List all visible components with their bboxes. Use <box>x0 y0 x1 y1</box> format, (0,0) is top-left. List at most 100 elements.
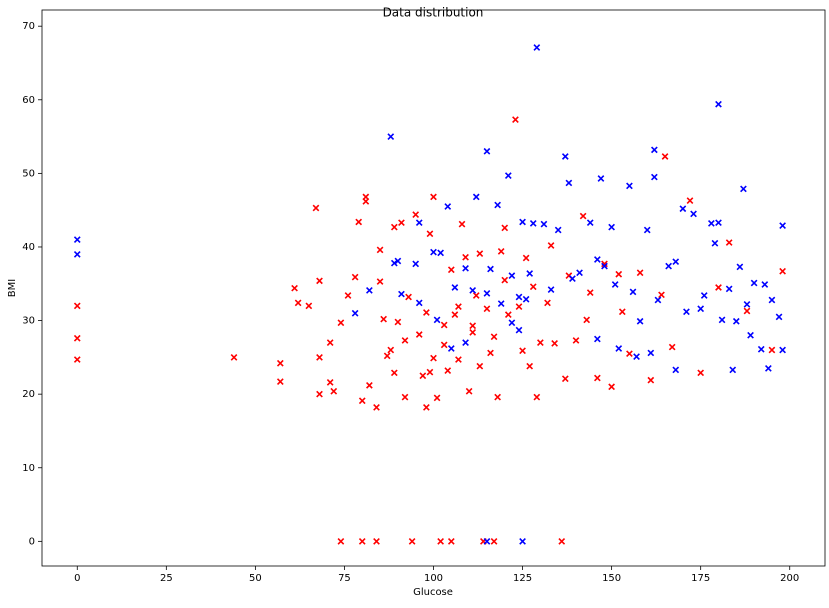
scatter-point <box>547 286 555 294</box>
scatter-point <box>725 285 733 293</box>
scatter-point <box>405 293 412 301</box>
scatter-point <box>426 230 434 238</box>
y-tick-label: 60 <box>22 95 35 106</box>
scatter-point <box>476 362 484 370</box>
scatter-point <box>383 352 391 360</box>
scatter-point <box>679 205 687 213</box>
scatter-point <box>707 220 715 227</box>
scatter-point <box>390 259 398 267</box>
scatter-point <box>337 537 345 545</box>
scatter-point <box>729 366 737 374</box>
x-tick-label: 150 <box>602 573 621 584</box>
scatter-point <box>430 354 437 362</box>
scatter-point <box>597 175 605 182</box>
scatter-point <box>779 346 786 354</box>
scatter-point <box>312 204 320 212</box>
scatter-point <box>447 266 455 274</box>
scatter-point <box>316 277 323 285</box>
scatter-point <box>775 313 783 321</box>
scatter-point <box>415 219 423 227</box>
x-tick-label: 200 <box>780 573 799 584</box>
scatter-point <box>740 185 747 193</box>
scatter-point <box>316 353 323 361</box>
scatter-point <box>594 374 601 382</box>
x-tick-label: 25 <box>160 573 173 584</box>
scatter-point <box>440 321 448 329</box>
scatter-point <box>351 273 359 281</box>
y-tick-label: 50 <box>22 168 35 179</box>
scatter-point <box>462 264 469 272</box>
scatter-point <box>415 299 423 307</box>
scatter-point <box>326 339 334 347</box>
scatter-point <box>718 316 726 324</box>
scatter-point <box>715 219 722 227</box>
scatter-point <box>444 367 452 374</box>
scatter-point <box>519 537 526 545</box>
scatter-point <box>594 335 601 343</box>
scatter-point <box>629 288 637 296</box>
scatter-point <box>608 383 615 391</box>
scatter-point <box>294 299 302 307</box>
scatter-point <box>750 279 758 287</box>
scatter-point <box>455 356 462 363</box>
scatter-point <box>401 393 409 401</box>
scatter-point <box>73 236 81 243</box>
scatter-point <box>736 263 744 271</box>
scatter-point <box>608 223 615 231</box>
scatter-point <box>412 260 420 268</box>
scatter-point <box>626 350 633 358</box>
chart-title: Data distribution <box>383 6 484 20</box>
scatter-point <box>647 349 655 357</box>
scatter-point <box>515 326 523 334</box>
scatter-point <box>626 182 633 190</box>
scatter-point <box>472 193 480 201</box>
scatter-point <box>351 309 359 317</box>
x-tick-label: 125 <box>513 573 532 584</box>
scatter-point <box>437 537 444 545</box>
scatter-point <box>483 147 491 155</box>
scatter-point <box>633 353 640 360</box>
scatter-point <box>647 376 655 384</box>
scatter-point <box>579 212 587 220</box>
scatter-point <box>316 390 323 398</box>
y-tick-label: 10 <box>22 463 35 474</box>
scatter-point <box>487 265 494 273</box>
scatter-point <box>697 305 705 313</box>
scatter-point <box>472 292 480 299</box>
scatter-point <box>636 317 644 325</box>
scatter-point <box>376 278 384 285</box>
scatter-point <box>747 331 754 339</box>
scatter-point <box>415 331 423 338</box>
scatter-point <box>576 269 583 277</box>
scatter-point <box>615 345 623 352</box>
scatter-point <box>725 239 733 246</box>
scatter-point <box>672 258 680 266</box>
scatter-point <box>419 372 427 380</box>
scatter-point <box>732 317 740 325</box>
x-tick-label: 75 <box>338 573 351 584</box>
scatter-point <box>594 256 601 263</box>
scatter-point <box>618 308 626 316</box>
scatter-point <box>690 210 697 218</box>
scatter-point <box>697 369 705 377</box>
scatter-point <box>483 289 491 297</box>
scatter-point <box>451 311 459 319</box>
scatter-point <box>387 346 395 354</box>
scatter-point <box>373 404 380 411</box>
scatter-point <box>519 347 526 355</box>
scatter-point <box>230 353 238 361</box>
y-tick-label: 0 <box>29 536 35 547</box>
scatter-point <box>565 179 573 187</box>
scatter-point <box>494 201 501 209</box>
x-tick-label: 175 <box>691 573 710 584</box>
scatter-point <box>529 220 537 227</box>
scatter-point <box>643 226 651 234</box>
scatter-point <box>433 394 441 402</box>
scatter-point <box>476 250 484 257</box>
scatter-point <box>501 276 509 284</box>
scatter-point <box>455 303 462 310</box>
scatter-point <box>358 537 366 545</box>
scatter-point <box>337 319 345 327</box>
scatter-point <box>423 404 430 411</box>
